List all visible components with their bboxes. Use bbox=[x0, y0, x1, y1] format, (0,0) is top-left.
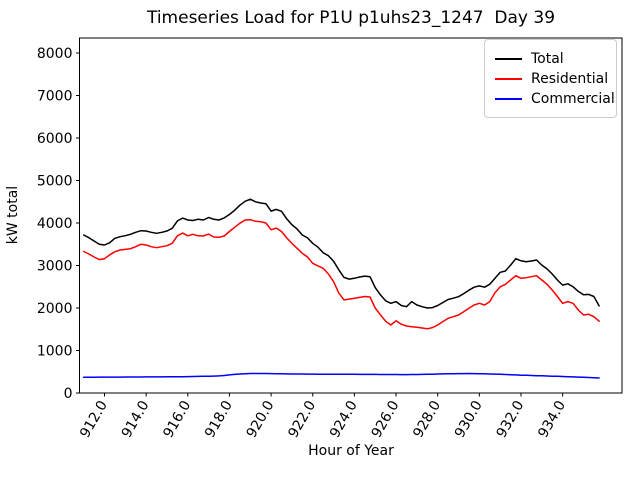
legend-label: Total bbox=[531, 51, 564, 67]
legend-line-sample-total bbox=[495, 58, 522, 60]
y-tick-label: 3000 bbox=[37, 259, 73, 275]
x-tick-label: 924.0 bbox=[327, 398, 361, 441]
chart-title: Timeseries Load for P1U p1uhs23_1247 Day… bbox=[146, 8, 556, 28]
legend-line-sample-residential bbox=[495, 78, 522, 80]
y-tick-label: 6000 bbox=[37, 131, 73, 147]
x-tick-label: 934.0 bbox=[535, 398, 569, 441]
x-tick-label: 932.0 bbox=[494, 398, 528, 441]
x-tick-label: 914.0 bbox=[119, 398, 153, 441]
legend-label: Commercial bbox=[531, 91, 615, 107]
legend: Total Residential Commercial bbox=[484, 39, 617, 118]
x-tick-label: 926.0 bbox=[369, 398, 403, 441]
x-tick-label: 928.0 bbox=[410, 398, 444, 441]
legend-item-residential: Residential bbox=[495, 69, 609, 89]
y-tick-label: 1000 bbox=[37, 344, 73, 360]
series-line-residential bbox=[82, 218, 600, 330]
y-tick-label: 7000 bbox=[37, 89, 73, 105]
legend-label: Residential bbox=[531, 71, 609, 87]
y-tick-label: 5000 bbox=[37, 174, 73, 190]
legend-item-commercial: Commercial bbox=[495, 89, 615, 109]
y-tick-label: 8000 bbox=[37, 46, 73, 62]
y-axis-label: kW total bbox=[5, 185, 21, 245]
x-tick-label: 916.0 bbox=[160, 398, 194, 441]
x-axis-label: Hour of Year bbox=[308, 443, 394, 459]
x-tick-label: 920.0 bbox=[244, 398, 278, 441]
x-tick-label: 922.0 bbox=[285, 398, 319, 441]
legend-item-total: Total bbox=[495, 49, 606, 69]
x-tick-label: 918.0 bbox=[202, 398, 236, 441]
y-tick-label: 4000 bbox=[37, 216, 73, 232]
x-tick-label: 912.0 bbox=[77, 398, 111, 441]
legend-line-sample-commercial bbox=[495, 98, 522, 100]
y-tick-label: 0 bbox=[64, 386, 73, 402]
series-line-commercial bbox=[82, 372, 600, 379]
series-line-total bbox=[82, 198, 600, 309]
y-tick-label: 2000 bbox=[37, 301, 73, 317]
x-tick-label: 930.0 bbox=[452, 398, 486, 441]
